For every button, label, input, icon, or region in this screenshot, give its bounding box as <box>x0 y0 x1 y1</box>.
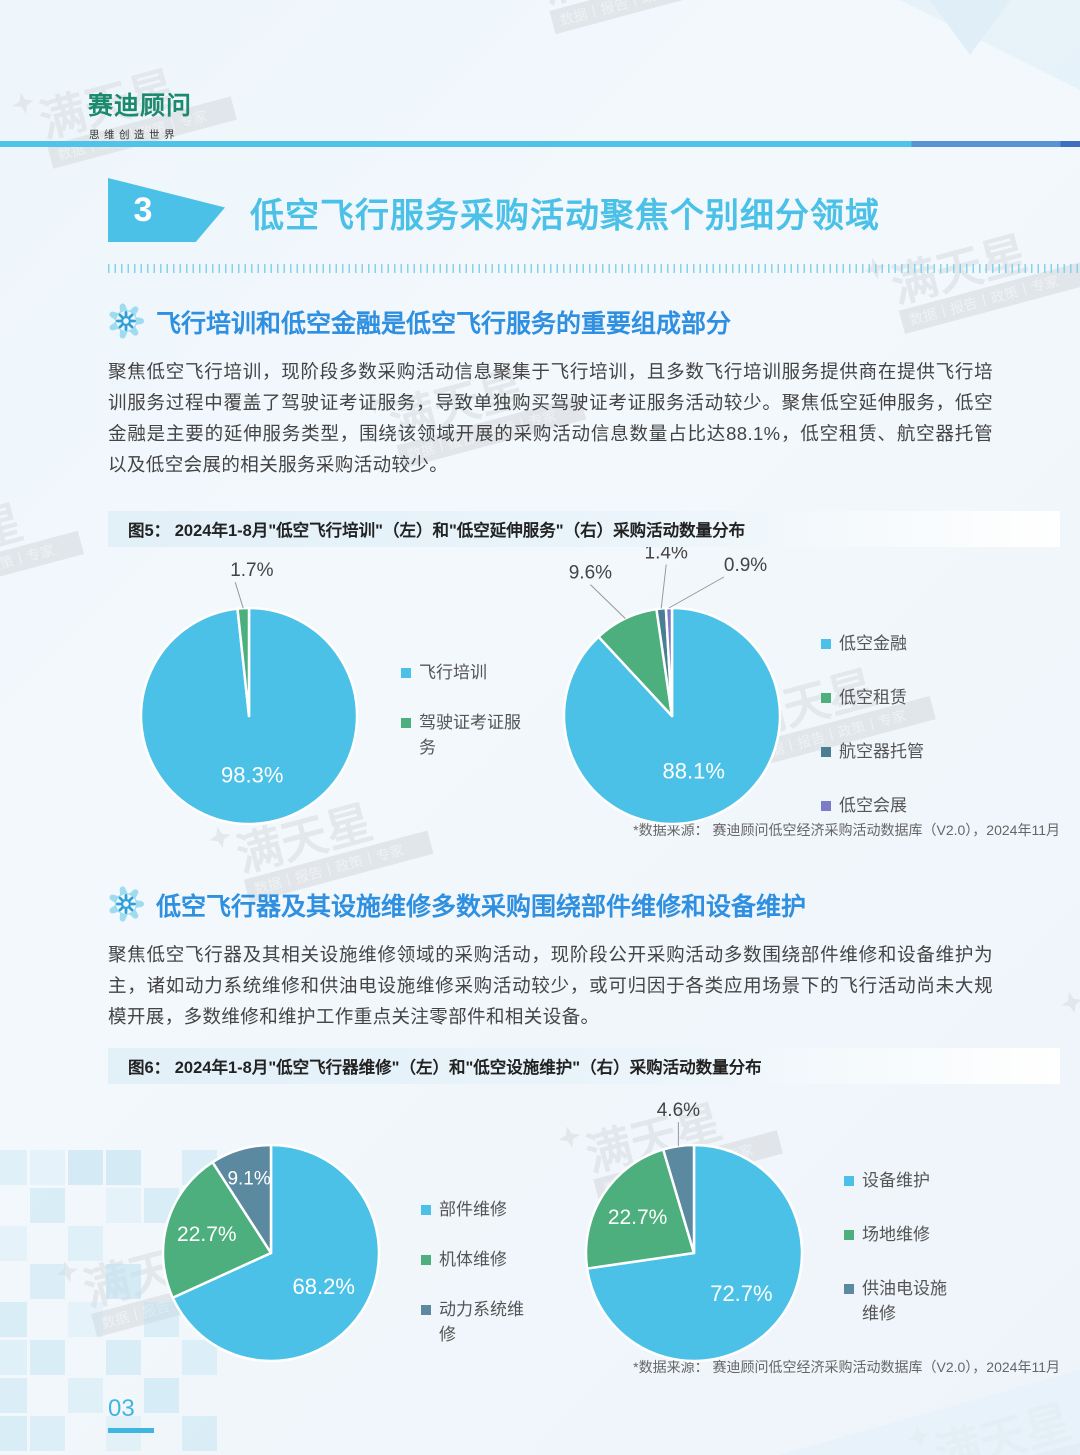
svg-text:1.7%: 1.7% <box>230 560 273 581</box>
svg-text:22.7%: 22.7% <box>608 1206 668 1229</box>
svg-text:4.6%: 4.6% <box>657 1100 700 1121</box>
svg-text:68.2%: 68.2% <box>293 1274 355 1299</box>
svg-text:0.9%: 0.9% <box>724 555 767 576</box>
svg-text:72.7%: 72.7% <box>710 1281 772 1306</box>
svg-text:98.3%: 98.3% <box>221 762 283 787</box>
svg-text:22.7%: 22.7% <box>177 1223 237 1246</box>
svg-text:9.6%: 9.6% <box>569 563 612 584</box>
svg-text:88.1%: 88.1% <box>663 758 725 783</box>
svg-text:9.1%: 9.1% <box>227 1168 270 1189</box>
